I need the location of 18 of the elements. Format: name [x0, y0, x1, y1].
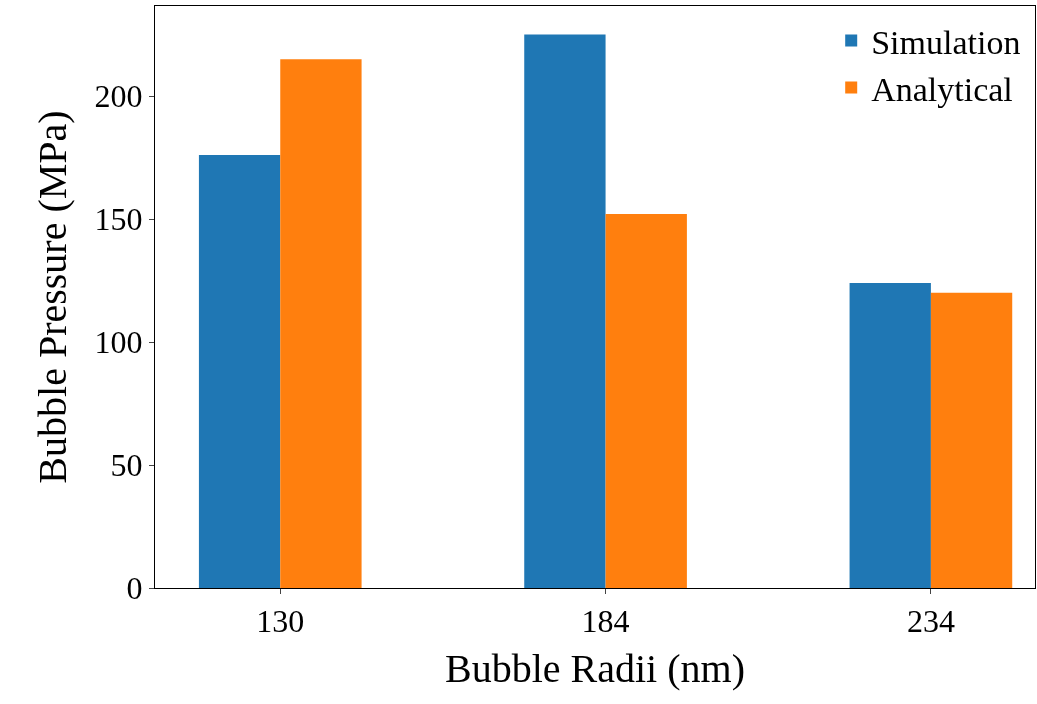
y-tick-label: 50	[110, 447, 143, 484]
bar	[198, 155, 281, 588]
legend-label: Simulation	[871, 23, 1021, 61]
bar	[605, 214, 687, 588]
x-tick-label: 184	[581, 603, 630, 640]
y-axis-title: Bubble Pressure (MPa)	[30, 110, 76, 484]
bar	[849, 282, 931, 588]
y-tick-label: 200	[94, 78, 143, 115]
legend-label: Analytical	[871, 70, 1013, 108]
y-tick-label: 100	[94, 324, 143, 361]
x-tick-label: 130	[256, 603, 305, 640]
bar	[930, 292, 1013, 588]
bar	[280, 59, 362, 588]
x-axis-title: Bubble Radii (nm)	[445, 645, 745, 691]
y-tick-label: 0	[126, 570, 143, 607]
x-tick-label: 234	[906, 603, 955, 640]
bar	[524, 34, 606, 588]
y-tick-label: 150	[94, 201, 143, 238]
